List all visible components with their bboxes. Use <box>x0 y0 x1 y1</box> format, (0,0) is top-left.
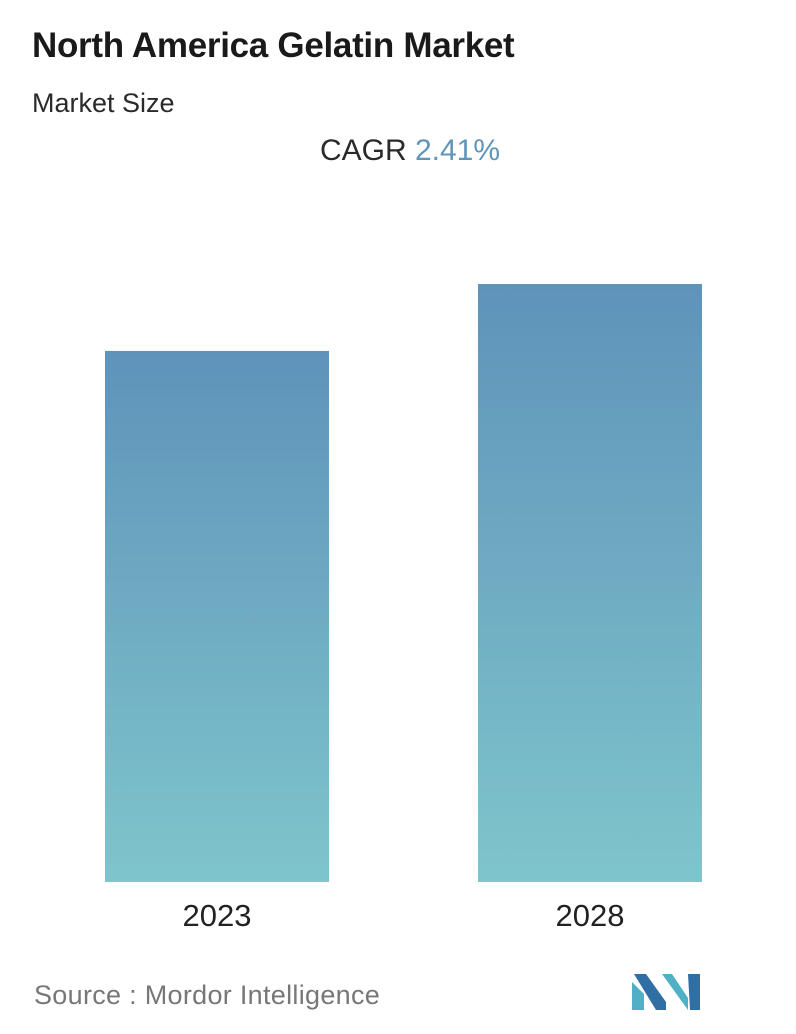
logo-shape-right <box>688 974 700 1010</box>
cagr-annotation: CAGR 2.41% <box>0 134 796 168</box>
bars-layer <box>105 284 702 882</box>
bar-chart: 2023 2028 <box>105 284 702 933</box>
cagr-label: CAGR <box>319 134 407 167</box>
mordor-intelligence-logo-icon <box>632 974 700 1010</box>
x-tick-label-2028: 2028 <box>556 898 625 933</box>
tick-labels-layer: 2023 2028 <box>183 898 625 933</box>
logo-shape-left <box>632 982 644 1010</box>
cagr-value: 2.41% <box>414 134 501 167</box>
source-text: Source : Mordor Intelligence <box>34 980 381 1010</box>
chart-title: North America Gelatin Market <box>32 26 515 65</box>
logo-shape-mid <box>634 974 666 1010</box>
bar-2028 <box>478 284 702 882</box>
chart-subtitle: Market Size <box>32 88 175 118</box>
bar-2023 <box>105 350 329 882</box>
logo-shape-right-diag <box>662 974 688 1010</box>
x-tick-label-2023: 2023 <box>183 898 252 933</box>
